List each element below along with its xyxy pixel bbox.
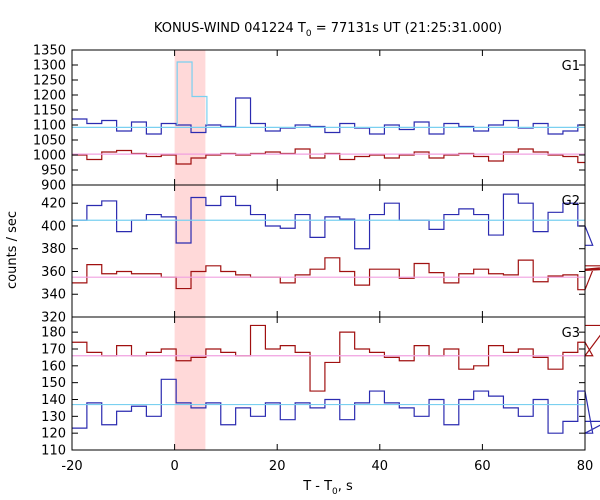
blue-step-series: [72, 193, 594, 250]
x-axis-title: T - T0, s: [302, 479, 353, 497]
burst-interval-band: [174, 50, 206, 185]
y-tick-label: 160: [41, 359, 66, 374]
y-tick-label: 1150: [33, 104, 66, 119]
burst-interval-band: [174, 185, 206, 317]
y-tick-label: 120: [41, 427, 66, 442]
panel-frame: [71, 316, 586, 451]
panel-label: G3: [562, 326, 580, 341]
y-tick-label: 1000: [33, 149, 66, 164]
blue-step-series: [72, 97, 585, 135]
y-tick-label: 1300: [33, 59, 66, 74]
y-tick-label: 1350: [33, 44, 66, 59]
panel-label: G2: [562, 194, 580, 209]
x-tick-label: 40: [372, 459, 389, 474]
x-axis: -20 0 20 40 60 80: [61, 50, 593, 474]
y-tick-label: 420: [41, 197, 66, 212]
y-axis-title: counts / sec: [5, 211, 20, 289]
x-tick-label: 80: [577, 459, 594, 474]
peak-step-series: [176, 61, 208, 125]
y-tick-label: 380: [41, 242, 66, 257]
y-tick-label: 320: [41, 311, 66, 326]
y-tick-label: 950: [41, 164, 66, 179]
x-tick-label: 60: [474, 459, 491, 474]
y-tick-label: 130: [41, 410, 66, 425]
burst-interval-band: [174, 317, 206, 450]
y-tick-label: 400: [41, 219, 66, 234]
x-tick-label: 0: [170, 459, 178, 474]
x-tick-label: 20: [269, 459, 286, 474]
red-step-series: [72, 324, 600, 392]
x-tick-label: -20: [61, 459, 82, 474]
y-tick-label: 1050: [33, 134, 66, 149]
y-tick-label: 1100: [33, 119, 66, 134]
y-tick-label: 170: [41, 342, 66, 357]
panel-g2: 320 340 360 380 400 420 G2: [41, 184, 600, 326]
y-tick-label: 900: [41, 179, 66, 194]
chart-title: KONUS-WIND 041224 T0 = 77131s UT (21:25:…: [154, 21, 502, 39]
panel-label: G1: [562, 59, 580, 74]
y-tick-label: 340: [41, 288, 66, 303]
y-tick-label: 110: [41, 444, 66, 459]
y-tick-label: 150: [41, 376, 66, 391]
y-tick-label: 140: [41, 393, 66, 408]
blue-step-series: [72, 378, 600, 434]
y-tick-label: 1200: [33, 89, 66, 104]
y-tick-label: 1250: [33, 74, 66, 89]
y-tick-label: 180: [41, 326, 66, 341]
y-tick-label: 360: [41, 265, 66, 280]
